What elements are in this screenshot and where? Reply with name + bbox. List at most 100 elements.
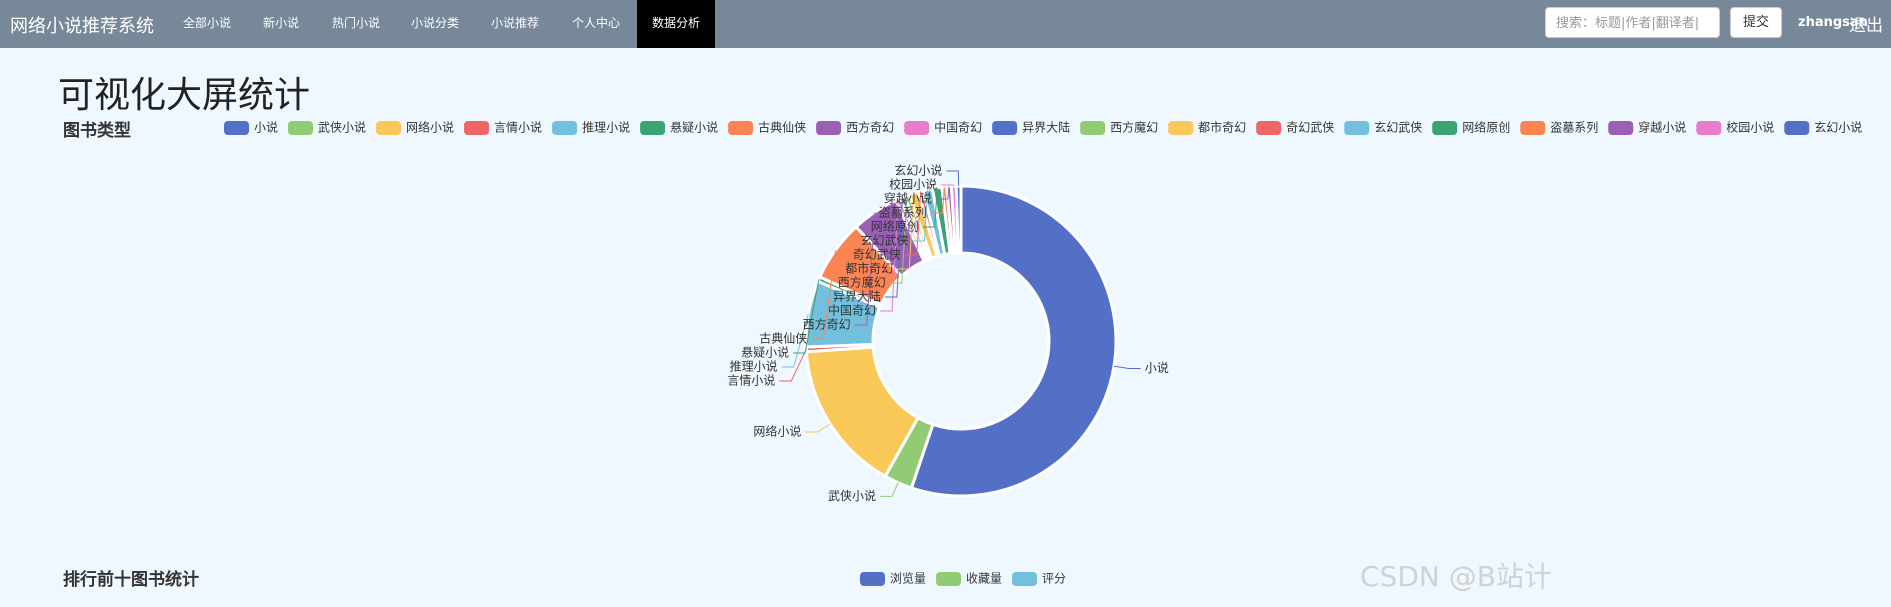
legend-label: 异界大陆 xyxy=(1022,120,1070,135)
label-line xyxy=(805,423,831,433)
legend-swatch xyxy=(1784,121,1810,135)
submit-button[interactable]: 提交 xyxy=(1730,7,1782,38)
legend-label: 古典仙侠 xyxy=(758,120,806,135)
label-line xyxy=(922,187,938,228)
chart-title: 图书类型 xyxy=(63,120,131,141)
legend-label: 盗墓系列 xyxy=(1550,120,1598,135)
nav-item[interactable]: 小说推荐 xyxy=(490,16,539,30)
legend-label: 西方魔幻 xyxy=(1110,120,1158,135)
legend-swatch xyxy=(860,572,885,586)
legend-label: 悬疑小说 xyxy=(670,120,718,135)
legend-label: 玄幻武侠 xyxy=(1374,120,1422,135)
label-line xyxy=(779,349,807,382)
slice-label: 小说 xyxy=(1145,360,1169,375)
nav-item[interactable]: 热门小说 xyxy=(331,16,380,30)
legend-swatch xyxy=(1080,121,1106,135)
legend-label: 推理小说 xyxy=(582,120,630,135)
slice-label: 武侠小说 xyxy=(828,488,876,503)
legend-label: 中国奇幻 xyxy=(934,120,982,135)
legend-label: 穿越小说 xyxy=(1638,120,1686,135)
label-line xyxy=(930,186,945,214)
legend-label: 言情小说 xyxy=(494,120,542,135)
legend-swatch xyxy=(992,121,1018,135)
brand[interactable]: 网络小说推荐系统 xyxy=(10,16,154,37)
legend-swatch xyxy=(224,121,249,135)
legend-swatch xyxy=(376,121,402,135)
nav-item-active[interactable]: 数据分析 xyxy=(637,0,715,48)
label-line xyxy=(880,199,899,312)
legend-swatch xyxy=(1012,572,1038,586)
legend-swatch xyxy=(552,121,578,135)
navbar: 网络小说推荐系统 全部小说 新小说 热门小说 小说分类 小说推荐 个人中心 数据… xyxy=(0,0,1891,48)
label-line xyxy=(946,170,960,187)
slice-label: 言情小说 xyxy=(727,373,775,388)
nav-item[interactable]: 新小说 xyxy=(262,16,299,30)
legend-label: 武侠小说 xyxy=(318,120,366,135)
watermark: CSDN @B站计 xyxy=(1360,560,1552,593)
label-line xyxy=(811,250,836,340)
label-line xyxy=(793,279,820,354)
slice-label: 异界大陆 xyxy=(833,289,881,304)
slice-label: 都市奇幻 xyxy=(845,261,893,276)
legend-label: 奇幻武侠 xyxy=(1286,121,1334,135)
slice-label: 盗墓系列 xyxy=(879,205,927,220)
legend-swatch xyxy=(936,572,962,586)
nav-item[interactable]: 全部小说 xyxy=(182,16,231,30)
label-line xyxy=(935,186,950,200)
legend-swatch xyxy=(1344,121,1370,135)
legend-swatch xyxy=(728,121,754,135)
slice-label: 玄幻武侠 xyxy=(860,233,908,248)
slice-label: 古典仙侠 xyxy=(759,331,807,346)
legend-label: 都市奇幻 xyxy=(1198,120,1246,135)
label-line xyxy=(880,482,899,497)
legend-label: 网络小说 xyxy=(406,120,454,135)
label-line xyxy=(941,184,955,187)
label-line xyxy=(897,193,915,270)
pie-slice xyxy=(954,184,963,255)
nav-item[interactable]: 个人中心 xyxy=(571,16,620,30)
page-title: 可视化大屏统计 xyxy=(58,75,311,116)
legend-label: 玄幻小说 xyxy=(1814,120,1862,135)
slice-label: 悬疑小说 xyxy=(741,345,789,360)
legend-swatch xyxy=(904,121,930,135)
legend-label: 网络原创 xyxy=(1462,120,1510,135)
slice-label: 校园小说 xyxy=(889,177,937,192)
pie-slice xyxy=(909,184,1118,498)
legend-swatch xyxy=(464,121,490,135)
slice-label: 西方奇幻 xyxy=(803,317,851,332)
nav-item[interactable]: 小说分类 xyxy=(410,16,459,30)
slice-label: 中国奇幻 xyxy=(828,303,876,318)
logout[interactable]: 退出 xyxy=(1849,16,1883,36)
slice-label: 穿越小说 xyxy=(884,191,932,206)
legend-label: 小说 xyxy=(254,120,278,135)
username[interactable]: zhangsan xyxy=(1798,15,1868,30)
slice-label: 网络原创 xyxy=(871,219,919,234)
label-line xyxy=(904,191,922,256)
legend-swatch xyxy=(288,121,314,135)
slice-label: 玄幻小说 xyxy=(894,163,942,178)
slice-label: 网络小说 xyxy=(753,424,801,439)
legend-label: 评分 xyxy=(1042,572,1066,586)
slice-label: 西方魔幻 xyxy=(838,275,886,290)
legend-swatch xyxy=(1696,121,1722,135)
search-input[interactable]: 搜索：标题|作者|翻译者| xyxy=(1545,7,1720,38)
legend-swatch xyxy=(1432,121,1458,135)
legend-swatch xyxy=(816,121,842,135)
label-line xyxy=(854,212,876,326)
legend-label: 西方奇幻 xyxy=(846,120,894,135)
chart-title: 排行前十图书统计 xyxy=(63,569,199,590)
legend-swatch xyxy=(1168,121,1194,135)
label-line xyxy=(912,189,929,242)
legend-swatch xyxy=(640,121,666,135)
legend-label: 收藏量 xyxy=(966,572,1002,586)
slice-label: 推理小说 xyxy=(730,359,778,374)
legend-swatch xyxy=(1608,121,1634,135)
legend-label: 校园小说 xyxy=(1726,120,1774,135)
label-line xyxy=(884,197,904,298)
legend-label: 浏览量 xyxy=(890,571,926,586)
legend-swatch xyxy=(1256,121,1282,135)
label-line xyxy=(1113,365,1141,370)
legend-swatch xyxy=(1520,121,1546,135)
